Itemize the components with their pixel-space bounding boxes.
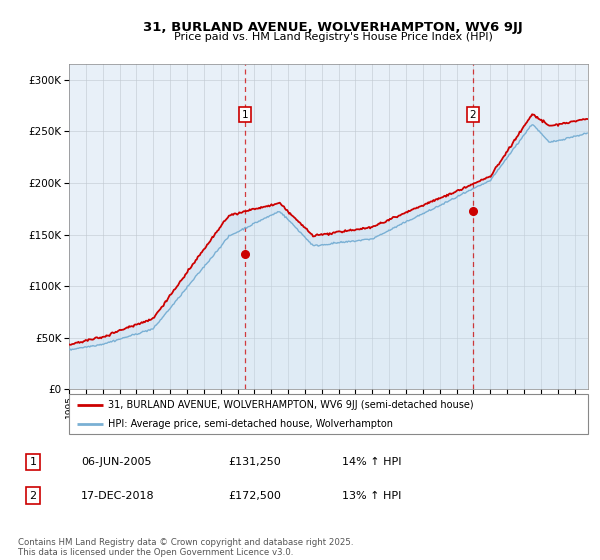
- Text: Contains HM Land Registry data © Crown copyright and database right 2025.
This d: Contains HM Land Registry data © Crown c…: [18, 538, 353, 557]
- Text: 1: 1: [241, 110, 248, 120]
- Text: 2: 2: [29, 491, 37, 501]
- Text: 13% ↑ HPI: 13% ↑ HPI: [342, 491, 401, 501]
- Text: 2: 2: [469, 110, 476, 120]
- Text: 14% ↑ HPI: 14% ↑ HPI: [342, 457, 401, 467]
- Text: Price paid vs. HM Land Registry's House Price Index (HPI): Price paid vs. HM Land Registry's House …: [173, 32, 493, 43]
- Text: 1: 1: [29, 457, 37, 467]
- Text: 31, BURLAND AVENUE, WOLVERHAMPTON, WV6 9JJ (semi-detached house): 31, BURLAND AVENUE, WOLVERHAMPTON, WV6 9…: [108, 400, 473, 410]
- Text: HPI: Average price, semi-detached house, Wolverhampton: HPI: Average price, semi-detached house,…: [108, 419, 393, 429]
- Text: £172,500: £172,500: [228, 491, 281, 501]
- Text: 31, BURLAND AVENUE, WOLVERHAMPTON, WV6 9JJ: 31, BURLAND AVENUE, WOLVERHAMPTON, WV6 9…: [143, 21, 523, 34]
- FancyBboxPatch shape: [69, 394, 588, 434]
- Text: 17-DEC-2018: 17-DEC-2018: [81, 491, 155, 501]
- Text: 06-JUN-2005: 06-JUN-2005: [81, 457, 151, 467]
- Text: £131,250: £131,250: [228, 457, 281, 467]
